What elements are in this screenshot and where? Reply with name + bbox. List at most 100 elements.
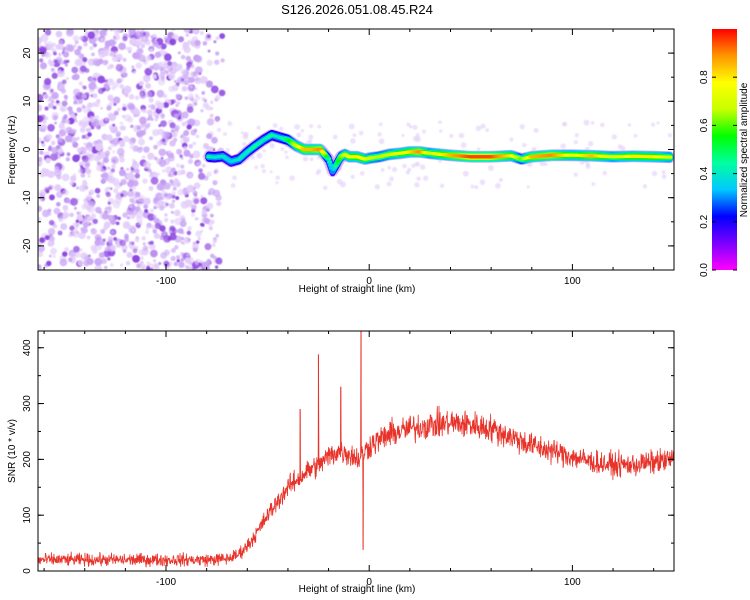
halo-point: [438, 159, 442, 163]
noise-point: [196, 161, 201, 166]
halo-point: [661, 174, 667, 180]
noise-point: [163, 35, 168, 41]
halo-point: [378, 122, 383, 127]
noise-point: [72, 230, 80, 238]
noise-point: [142, 74, 151, 83]
noise-point: [131, 158, 136, 163]
noise-point: [100, 31, 105, 35]
noise-point: [94, 187, 101, 194]
noise-point: [72, 88, 81, 96]
noise-point: [59, 104, 68, 113]
noise-point: [186, 75, 191, 80]
noise-point: [71, 66, 79, 74]
noise-point: [146, 266, 151, 270]
noise-point: [57, 69, 65, 78]
noise-point: [186, 66, 191, 71]
noise-point: [78, 232, 86, 240]
noise-point: [93, 77, 97, 81]
noise-point: [86, 216, 93, 222]
noise-point: [79, 121, 83, 125]
halo-point: [316, 156, 321, 160]
noise-point: [134, 191, 141, 198]
noise-point: [104, 206, 112, 214]
noise-point: [128, 94, 135, 100]
noise-point: [140, 129, 146, 136]
noise-point: [188, 173, 193, 178]
noise-point: [151, 262, 160, 270]
noise-point: [142, 242, 146, 246]
halo-point: [480, 123, 486, 129]
noise-point: [47, 124, 55, 132]
noise-point: [127, 180, 135, 188]
noise-point: [153, 197, 159, 203]
noise-point: [163, 101, 170, 108]
noise-point: [149, 263, 153, 268]
noise-point: [192, 190, 198, 196]
halo-point: [309, 123, 314, 129]
halo-point: [401, 133, 405, 138]
noise-point: [119, 84, 125, 89]
noise-point: [197, 237, 201, 241]
noise-point: [207, 49, 211, 53]
colorbar-tick-label: 0.2: [699, 214, 710, 228]
noise-point: [106, 78, 115, 86]
noise-point: [100, 106, 103, 110]
noise-point: [180, 54, 186, 60]
halo-point: [519, 124, 525, 130]
spectrum-y-tick-label: 0: [22, 146, 33, 152]
noise-point: [107, 166, 111, 170]
halo-point: [509, 137, 514, 142]
noise-point: [41, 191, 46, 197]
noise-point: [88, 159, 92, 162]
noise-point: [122, 135, 130, 143]
noise-point: [51, 92, 59, 100]
noise-point: [168, 170, 175, 178]
spectrum-x-tick-label: 0: [366, 276, 372, 287]
noise-point: [176, 259, 180, 263]
noise-point: [76, 211, 80, 215]
colorbar-bar: [712, 29, 737, 270]
noise-point: [118, 42, 126, 51]
noise-point: [215, 117, 220, 123]
ridge-core: [328, 163, 334, 167]
noise-point: [155, 115, 160, 120]
halo-point: [531, 146, 537, 152]
halo-point: [412, 124, 418, 130]
noise-point: [127, 190, 134, 198]
noise-point: [181, 78, 185, 82]
noise-point: [136, 215, 143, 223]
snr-y-tick-label: 300: [22, 395, 33, 412]
noise-point: [131, 228, 135, 232]
noise-point: [57, 138, 63, 144]
noise-point: [156, 183, 164, 191]
noise-point: [61, 173, 70, 182]
noise-point: [158, 261, 162, 266]
noise-point: [129, 197, 134, 203]
noise-point: [90, 222, 95, 226]
noise-point: [100, 241, 105, 246]
noise-point: [69, 136, 77, 144]
colorbar-tick-label: 0.6: [699, 118, 710, 132]
noise-point: [175, 93, 181, 99]
noise-point: [194, 55, 203, 63]
noise-point: [194, 87, 198, 91]
noise-point: [102, 59, 109, 66]
noise-point: [200, 109, 204, 113]
noise-point: [120, 263, 124, 267]
noise-point: [63, 59, 68, 65]
noise-point: [100, 168, 104, 172]
noise-point: [192, 150, 201, 159]
noise-point: [143, 161, 152, 170]
noise-point: [147, 168, 152, 173]
noise-point: [90, 228, 97, 235]
halo-point: [350, 138, 356, 144]
noise-point: [53, 207, 61, 215]
halo-point: [422, 129, 427, 134]
noise-point: [100, 161, 104, 164]
noise-point: [145, 225, 150, 230]
noise-point: [134, 237, 140, 243]
noise-point: [184, 257, 192, 264]
noise-point: [106, 105, 112, 111]
noise-point: [211, 243, 216, 248]
